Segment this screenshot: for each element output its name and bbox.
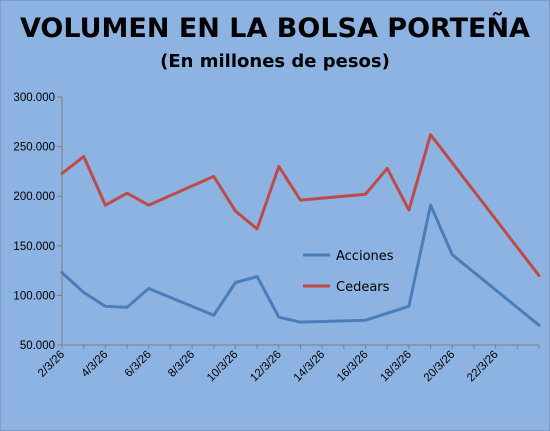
y-tick-label: 50.000	[20, 340, 55, 352]
x-tick-label: 6/3/26	[123, 349, 154, 380]
x-tick-label: 4/3/26	[79, 349, 110, 380]
x-tick-label: 14/3/26	[292, 349, 328, 385]
x-tick-label: 10/3/26	[205, 349, 241, 385]
x-tick-label: 20/3/26	[422, 349, 458, 385]
y-tick-label: 150.000	[13, 241, 55, 253]
series-line-acciones	[60, 203, 541, 327]
y-tick-label: 300.000	[13, 92, 55, 104]
y-tick-label: 100.000	[13, 290, 55, 302]
legend-label-acciones: Acciones	[336, 249, 394, 264]
legend-label-cedears: Cedears	[336, 280, 390, 295]
y-tick-label: 200.000	[13, 191, 55, 203]
x-tick-label: 12/3/26	[248, 349, 284, 385]
x-tick-label: 8/3/26	[166, 349, 197, 380]
series-line-cedears	[60, 133, 541, 278]
x-tick-label: 16/3/26	[335, 349, 371, 385]
chart-title: VOLUMEN EN LA BOLSA PORTEÑA	[20, 13, 530, 44]
y-tick-label: 250.000	[13, 142, 55, 154]
x-tick-label: 2/3/26	[36, 349, 67, 380]
x-tick-label: 18/3/26	[378, 349, 414, 385]
x-tick-label: 22/3/26	[465, 349, 501, 385]
chart-subtitle: (En millones de pesos)	[160, 51, 390, 72]
